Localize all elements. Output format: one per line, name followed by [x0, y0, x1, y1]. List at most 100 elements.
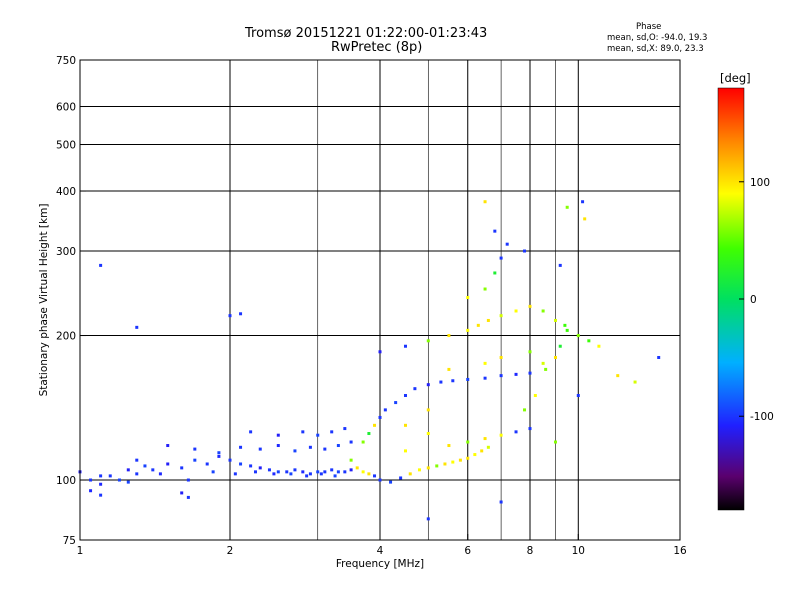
- data-point: [293, 468, 297, 472]
- data-point: [597, 344, 601, 348]
- data-point: [301, 470, 305, 474]
- data-point: [486, 318, 490, 322]
- data-point: [253, 470, 257, 474]
- data-point: [276, 433, 280, 437]
- data-point: [587, 339, 591, 343]
- data-point: [466, 456, 470, 460]
- x-tick-label: 2: [227, 545, 234, 557]
- data-point: [289, 472, 293, 476]
- data-point: [483, 376, 487, 380]
- data-point: [233, 472, 237, 476]
- data-point: [151, 468, 155, 472]
- data-point: [239, 312, 243, 316]
- data-point: [576, 394, 580, 398]
- data-point: [343, 427, 347, 431]
- data-point: [435, 464, 439, 468]
- data-point: [323, 447, 327, 451]
- x-tick-label: 4: [377, 545, 384, 557]
- data-point: [403, 423, 407, 427]
- data-point: [276, 444, 280, 448]
- data-point: [499, 374, 503, 378]
- data-point: [99, 263, 103, 267]
- y-axis-label: Stationary phase Virtual Height [km]: [38, 204, 50, 397]
- data-point: [217, 451, 221, 455]
- data-point: [361, 470, 365, 474]
- y-tick-label: 200: [56, 331, 76, 343]
- x-tick-label: 10: [572, 545, 585, 557]
- phase-stats-o: mean, sd,O: -94.0, 19.3: [607, 33, 708, 43]
- x-tick-label: 6: [464, 545, 471, 557]
- data-point: [553, 440, 557, 444]
- data-point: [99, 474, 103, 478]
- data-point: [349, 458, 353, 462]
- data-point: [528, 304, 532, 308]
- data-point: [367, 472, 371, 476]
- data-point: [426, 383, 430, 387]
- x-tick-label: 1: [77, 545, 84, 557]
- data-point: [553, 318, 557, 322]
- data-point: [483, 361, 487, 365]
- data-point: [514, 372, 518, 376]
- data-point: [249, 430, 253, 434]
- data-point: [499, 256, 503, 260]
- data-point: [276, 470, 280, 474]
- data-point: [211, 470, 215, 474]
- data-point: [480, 449, 484, 453]
- data-point: [193, 458, 197, 462]
- data-point: [417, 468, 421, 472]
- y-tick-label: 400: [56, 186, 76, 198]
- data-point: [451, 379, 455, 383]
- data-point: [355, 466, 359, 470]
- data-point: [394, 401, 398, 405]
- data-point: [316, 433, 320, 437]
- data-point: [541, 361, 545, 365]
- data-point: [349, 440, 353, 444]
- data-point: [466, 440, 470, 444]
- data-point: [466, 328, 470, 332]
- data-point: [258, 466, 262, 470]
- x-tick-label: 16: [673, 545, 687, 557]
- data-point: [408, 472, 412, 476]
- data-point: [483, 437, 487, 441]
- data-point: [323, 470, 327, 474]
- data-point: [505, 242, 509, 246]
- data-point: [565, 205, 569, 209]
- data-point: [135, 458, 139, 462]
- data-point: [217, 454, 221, 458]
- data-point: [533, 394, 537, 398]
- data-point: [126, 468, 130, 472]
- data-point: [126, 480, 130, 484]
- data-point: [499, 355, 503, 359]
- phase-heading: Phase: [636, 22, 662, 32]
- data-point: [330, 430, 334, 434]
- data-point: [193, 447, 197, 451]
- data-point: [361, 440, 365, 444]
- y-tick-label: 75: [63, 535, 76, 547]
- data-point: [166, 444, 170, 448]
- data-point: [89, 478, 93, 482]
- data-point: [285, 470, 289, 474]
- data-point: [336, 444, 340, 448]
- data-point: [413, 387, 417, 391]
- data-point: [523, 408, 527, 412]
- data-point: [239, 462, 243, 466]
- data-point: [383, 408, 387, 412]
- data-point: [576, 334, 580, 338]
- colorbar-tick-label: 0: [750, 294, 757, 306]
- x-tick-label: 8: [527, 545, 534, 557]
- data-point: [451, 460, 455, 464]
- data-point: [403, 394, 407, 398]
- data-point: [373, 423, 377, 427]
- chart-title: Tromsø 20151221 01:22:00-01:23:43: [245, 26, 488, 41]
- data-point: [349, 468, 353, 472]
- data-point: [553, 355, 557, 359]
- data-point: [378, 478, 382, 482]
- data-point: [108, 474, 112, 478]
- data-point: [426, 432, 430, 436]
- data-point: [249, 464, 253, 468]
- data-point: [544, 367, 548, 371]
- data-point: [330, 468, 334, 472]
- data-point: [558, 263, 562, 267]
- data-point: [267, 468, 271, 472]
- x-axis-label: Frequency [MHz]: [336, 558, 424, 570]
